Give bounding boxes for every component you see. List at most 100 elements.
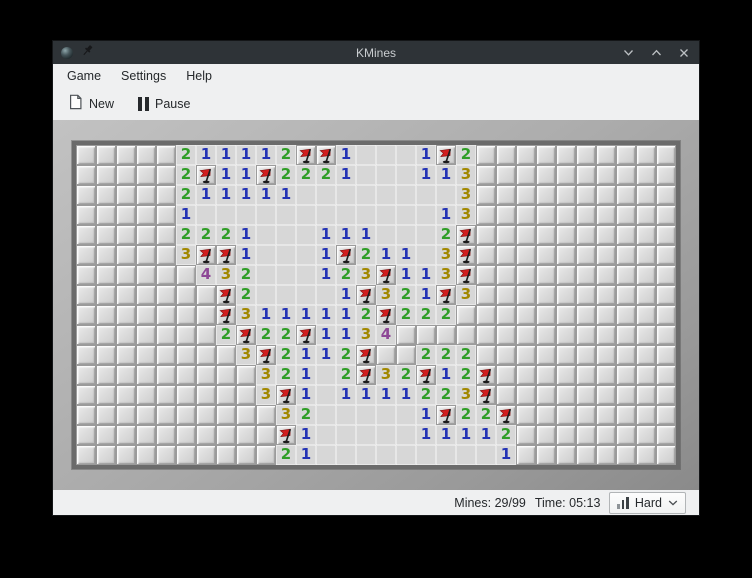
covered-cell[interactable]: [196, 385, 216, 405]
covered-cell[interactable]: [96, 445, 116, 465]
covered-cell[interactable]: [576, 285, 596, 305]
covered-cell[interactable]: [116, 205, 136, 225]
flag-cell[interactable]: [356, 365, 376, 385]
covered-cell[interactable]: [156, 145, 176, 165]
flag-cell[interactable]: [236, 325, 256, 345]
covered-cell[interactable]: [576, 165, 596, 185]
flag-cell[interactable]: [376, 265, 396, 285]
covered-cell[interactable]: [656, 225, 676, 245]
covered-cell[interactable]: [76, 185, 96, 205]
flag-cell[interactable]: [416, 365, 436, 385]
covered-cell[interactable]: [476, 145, 496, 165]
covered-cell[interactable]: [136, 405, 156, 425]
covered-cell[interactable]: [496, 225, 516, 245]
covered-cell[interactable]: [656, 405, 676, 425]
covered-cell[interactable]: [636, 385, 656, 405]
covered-cell[interactable]: [496, 145, 516, 165]
covered-cell[interactable]: [516, 145, 536, 165]
covered-cell[interactable]: [236, 445, 256, 465]
covered-cell[interactable]: [556, 225, 576, 245]
covered-cell[interactable]: [236, 405, 256, 425]
covered-cell[interactable]: [136, 425, 156, 445]
covered-cell[interactable]: [496, 285, 516, 305]
covered-cell[interactable]: [476, 185, 496, 205]
covered-cell[interactable]: [516, 425, 536, 445]
number-cell[interactable]: 3: [356, 325, 376, 345]
covered-cell[interactable]: [196, 425, 216, 445]
number-cell[interactable]: 1: [256, 145, 276, 165]
covered-cell[interactable]: [596, 165, 616, 185]
number-cell[interactable]: 1: [436, 165, 456, 185]
covered-cell[interactable]: [596, 385, 616, 405]
number-cell[interactable]: 3: [376, 285, 396, 305]
number-cell[interactable]: 3: [456, 205, 476, 225]
covered-cell[interactable]: [136, 365, 156, 385]
difficulty-select[interactable]: Hard: [609, 491, 686, 514]
covered-cell[interactable]: [636, 285, 656, 305]
covered-cell[interactable]: [176, 345, 196, 365]
covered-cell[interactable]: [156, 245, 176, 265]
covered-cell[interactable]: [136, 325, 156, 345]
flag-cell[interactable]: [256, 165, 276, 185]
flag-cell[interactable]: [496, 405, 516, 425]
covered-cell[interactable]: [616, 345, 636, 365]
flag-cell[interactable]: [376, 305, 396, 325]
covered-cell[interactable]: [656, 425, 676, 445]
number-cell[interactable]: 1: [376, 245, 396, 265]
covered-cell[interactable]: [496, 385, 516, 405]
flag-cell[interactable]: [196, 245, 216, 265]
covered-cell[interactable]: [596, 245, 616, 265]
number-cell[interactable]: 2: [276, 145, 296, 165]
number-cell[interactable]: 2: [276, 365, 296, 385]
covered-cell[interactable]: [556, 165, 576, 185]
covered-cell[interactable]: [616, 185, 636, 205]
covered-cell[interactable]: [96, 225, 116, 245]
number-cell[interactable]: 3: [216, 265, 236, 285]
number-cell[interactable]: 2: [236, 265, 256, 285]
number-cell[interactable]: 3: [356, 265, 376, 285]
covered-cell[interactable]: [516, 265, 536, 285]
number-cell[interactable]: 2: [216, 325, 236, 345]
covered-cell[interactable]: [136, 265, 156, 285]
covered-cell[interactable]: [556, 205, 576, 225]
flag-cell[interactable]: [296, 325, 316, 345]
covered-cell[interactable]: [116, 185, 136, 205]
number-cell[interactable]: 3: [276, 405, 296, 425]
covered-cell[interactable]: [176, 325, 196, 345]
covered-cell[interactable]: [536, 285, 556, 305]
covered-cell[interactable]: [616, 165, 636, 185]
covered-cell[interactable]: [556, 245, 576, 265]
covered-cell[interactable]: [596, 185, 616, 205]
covered-cell[interactable]: [156, 345, 176, 365]
covered-cell[interactable]: [576, 345, 596, 365]
flag-cell[interactable]: [436, 405, 456, 425]
covered-cell[interactable]: [556, 445, 576, 465]
number-cell[interactable]: 1: [236, 245, 256, 265]
number-cell[interactable]: 3: [256, 365, 276, 385]
covered-cell[interactable]: [516, 225, 536, 245]
covered-cell[interactable]: [156, 365, 176, 385]
number-cell[interactable]: 3: [436, 265, 456, 285]
covered-cell[interactable]: [196, 405, 216, 425]
covered-cell[interactable]: [536, 405, 556, 425]
covered-cell[interactable]: [116, 245, 136, 265]
number-cell[interactable]: 3: [456, 385, 476, 405]
covered-cell[interactable]: [656, 165, 676, 185]
number-cell[interactable]: 2: [196, 225, 216, 245]
flag-cell[interactable]: [456, 245, 476, 265]
number-cell[interactable]: 1: [336, 145, 356, 165]
number-cell[interactable]: 1: [416, 425, 436, 445]
number-cell[interactable]: 2: [396, 305, 416, 325]
covered-cell[interactable]: [576, 245, 596, 265]
maximize-button[interactable]: [649, 46, 663, 60]
flag-cell[interactable]: [216, 245, 236, 265]
covered-cell[interactable]: [516, 285, 536, 305]
number-cell[interactable]: 1: [316, 345, 336, 365]
covered-cell[interactable]: [136, 345, 156, 365]
covered-cell[interactable]: [76, 445, 96, 465]
covered-cell[interactable]: [656, 205, 676, 225]
covered-cell[interactable]: [556, 365, 576, 385]
number-cell[interactable]: 1: [276, 185, 296, 205]
number-cell[interactable]: 1: [316, 305, 336, 325]
covered-cell[interactable]: [576, 365, 596, 385]
